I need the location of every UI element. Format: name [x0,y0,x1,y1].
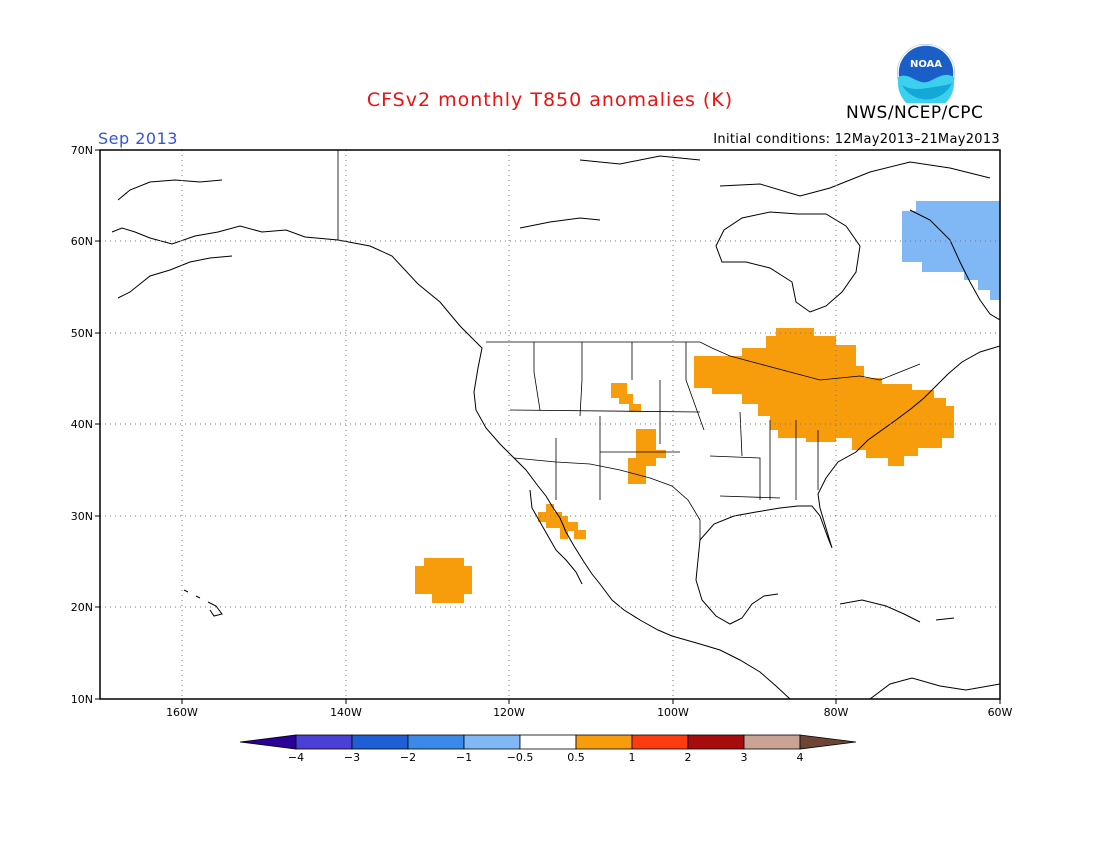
boundaries [337,150,921,540]
anomaly-colorado [611,383,641,412]
lat-label: 60N [71,235,93,248]
colorbar-tick-label: −2 [400,751,416,764]
colorbar-tick-label: 4 [797,751,804,764]
colorbar-segment [463,734,521,750]
colorbar-tick-label: 2 [685,751,692,764]
positive-anomaly-regions [415,201,1000,603]
initial-conditions: Initial conditions: 12May2013–21May2013 [713,132,1000,147]
colorbar-segment [351,734,409,750]
lon-label: 160W [166,706,198,719]
colorbar-segment [407,734,465,750]
coastlines [111,155,1000,699]
agency-label: NWS/NCEP/CPC [846,103,984,123]
colorbar-segment [239,734,297,750]
colorbar-segment [575,734,633,750]
noaa-logo-icon: NOAA [897,44,955,103]
lat-label: 50N [71,327,93,340]
lat-label: 30N [71,510,93,523]
anomaly-great-lakes-northeast [694,328,954,466]
colorbar-segment [295,734,353,750]
lon-label: 140W [330,706,362,719]
colorbar-tick-label: −0.5 [507,751,534,764]
colorbar-segment [519,734,577,750]
colorbar-tick-label: −1 [456,751,472,764]
anomaly-labrador [902,201,1000,300]
lon-label: 60W [988,706,1013,719]
lon-label: 100W [657,706,689,719]
anomaly-pacific [415,558,472,603]
colorbar-tick-label: 1 [629,751,636,764]
colorbar-tick-label: −4 [288,751,304,764]
lon-label: 120W [493,706,525,719]
forecast-month: Sep 2013 [98,129,178,148]
colorbar-tick-label: −3 [344,751,360,764]
colorbar-tick-label: 3 [741,751,748,764]
map-area [100,150,1000,699]
colorbar-segment [631,734,689,750]
lat-label: 20N [71,601,93,614]
lat-label: 70N [71,144,93,157]
longitude-labels: 160W 140W 120W 100W 80W 60W [166,706,1012,719]
colorbar-segment [743,734,801,750]
colorbar: −4 −3 −2 −1 −0.5 0.5 1 2 3 4 [239,734,857,764]
axis-ticks [95,149,1001,704]
colorbar-segment [687,734,745,750]
latitude-labels: 70N 60N 50N 40N 30N 20N 10N [71,144,93,706]
graticule [100,150,1000,699]
colorbar-tick-label: 0.5 [567,751,585,764]
lat-label: 10N [71,693,93,706]
map-title: CFSv2 monthly T850 anomalies (K) [366,89,734,111]
anomaly-new-mexico [628,429,666,484]
lat-label: 40N [71,418,93,431]
lon-label: 80W [824,706,849,719]
svg-text:NOAA: NOAA [910,59,942,70]
colorbar-segment [799,734,857,750]
